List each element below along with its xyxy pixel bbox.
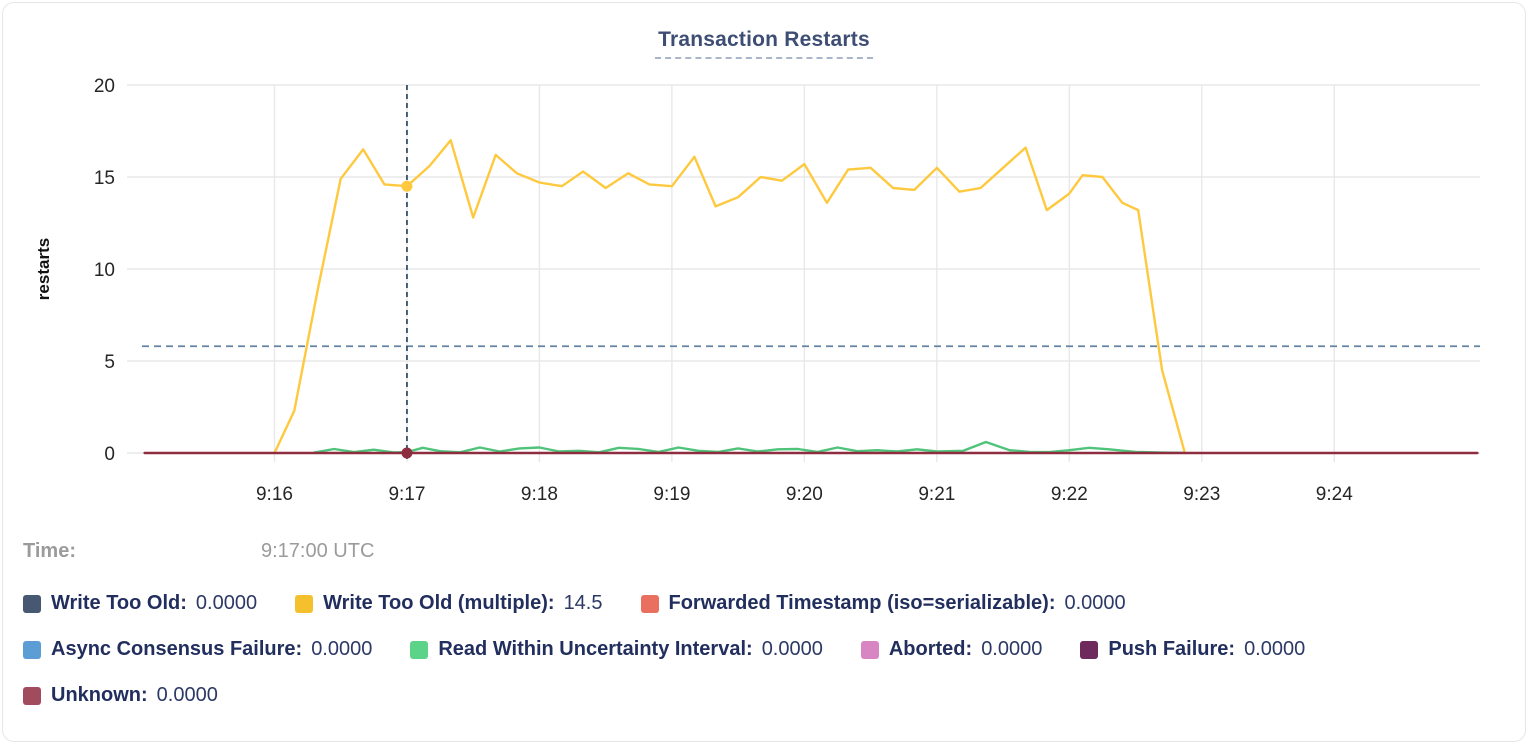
legend-row: Write Too Old: 0.0000 Write Too Old (multi… <box>23 591 1515 616</box>
legend-value: 0.0000 <box>311 638 373 660</box>
legend-item-push-failure: Push Failure: 0.0000 <box>1080 638 1305 661</box>
legend-value: 0.0000 <box>761 638 823 660</box>
series-line-write-too-old-multiple <box>273 138 1186 455</box>
legend-item-forwarded-timestamp-iso-serializable: Forwarded Timestamp (iso=serializable): 0… <box>640 592 1126 615</box>
legend-swatch <box>860 640 879 659</box>
legend-item-read-within-uncertainty-interval: Read Within Uncertainty Interval: 0.0000 <box>410 638 823 661</box>
legend-swatch <box>1080 640 1099 659</box>
legend-swatch <box>23 640 41 659</box>
legend-item-aborted: Aborted: 0.0000 <box>860 638 1043 661</box>
legend-label: Unknown: <box>51 684 148 706</box>
hover-dot-write-too-old-multiple <box>401 180 413 192</box>
legend-value: 14.5 <box>563 592 603 614</box>
legend-swatch <box>23 686 41 705</box>
series-line-read-within-uncertainty-interval <box>313 440 1184 454</box>
legend-label: Async Consensus Failure: <box>51 638 303 660</box>
hover-dot-unknown <box>401 447 413 459</box>
legend-value: 0.0000 <box>981 638 1043 660</box>
x-tick-label: 9:16 <box>256 484 293 505</box>
x-tick-label: 9:18 <box>521 484 558 505</box>
hover-readout: Time: 9:17:00 UTC <box>23 540 723 566</box>
legend-swatch <box>295 594 314 613</box>
chart-plot-area[interactable]: 0 5 10 15 20 9:16 9:17 9:18 9:19 9:20 9:21 9:22 9:23… <box>3 3 1526 533</box>
x-tick-label: 9:21 <box>918 484 955 505</box>
y-axis-label: restarts <box>34 238 53 300</box>
legend-label: Write Too Old: <box>51 592 187 614</box>
legend-item-write-too-old: Write Too Old: 0.0000 <box>23 592 257 615</box>
x-tick-label: 9:17 <box>388 484 425 505</box>
x-tick-label: 9:22 <box>1051 484 1088 505</box>
x-tick-label: 9:23 <box>1183 484 1220 505</box>
legend-value: 0.0000 <box>1244 638 1306 660</box>
legend-item-async-consensus-failure: Async Consensus Failure: 0.0000 <box>23 638 372 661</box>
legend-value: 0.0000 <box>156 684 218 706</box>
x-tick-label: 9:19 <box>653 484 690 505</box>
chart-title[interactable]: Transaction Restarts <box>655 28 873 59</box>
y-tick-label: 5 <box>104 352 115 373</box>
legend-label: Read Within Uncertainty Interval: <box>438 638 753 660</box>
x-tick-label: 9:24 <box>1316 484 1353 505</box>
legend-label: Forwarded Timestamp (iso=serializable): <box>668 592 1056 614</box>
chart-title-wrap: Transaction Restarts <box>3 28 1525 59</box>
y-tick-label: 15 <box>94 168 115 189</box>
legend: Write Too Old: 0.0000 Write Too Old (multi… <box>23 591 1515 729</box>
legend-item-write-too-old-multiple: Write Too Old (multiple): 14.5 <box>295 592 603 615</box>
legend-item-unknown: Unknown: 0.0000 <box>23 684 218 707</box>
legend-label: Write Too Old (multiple): <box>323 592 555 614</box>
y-tick-label: 20 <box>94 76 115 97</box>
hover-time-label: Time: <box>23 540 76 562</box>
y-tick-label: 10 <box>94 260 115 281</box>
legend-label: Aborted: <box>888 638 973 660</box>
y-tick-label: 0 <box>104 444 115 465</box>
x-tick-label: 9:20 <box>786 484 823 505</box>
legend-value: 0.0000 <box>195 592 258 614</box>
legend-label: Push Failure: <box>1108 638 1236 660</box>
legend-swatch <box>23 594 41 613</box>
legend-swatch <box>410 640 429 659</box>
legend-row: Async Consensus Failure: 0.0000 Read Withi… <box>23 637 1515 662</box>
legend-swatch <box>640 594 659 613</box>
legend-value: 0.0000 <box>1064 592 1126 614</box>
hover-time-value: 9:17:00 UTC <box>261 540 375 562</box>
legend-row: Unknown: 0.0000 <box>23 683 1515 708</box>
